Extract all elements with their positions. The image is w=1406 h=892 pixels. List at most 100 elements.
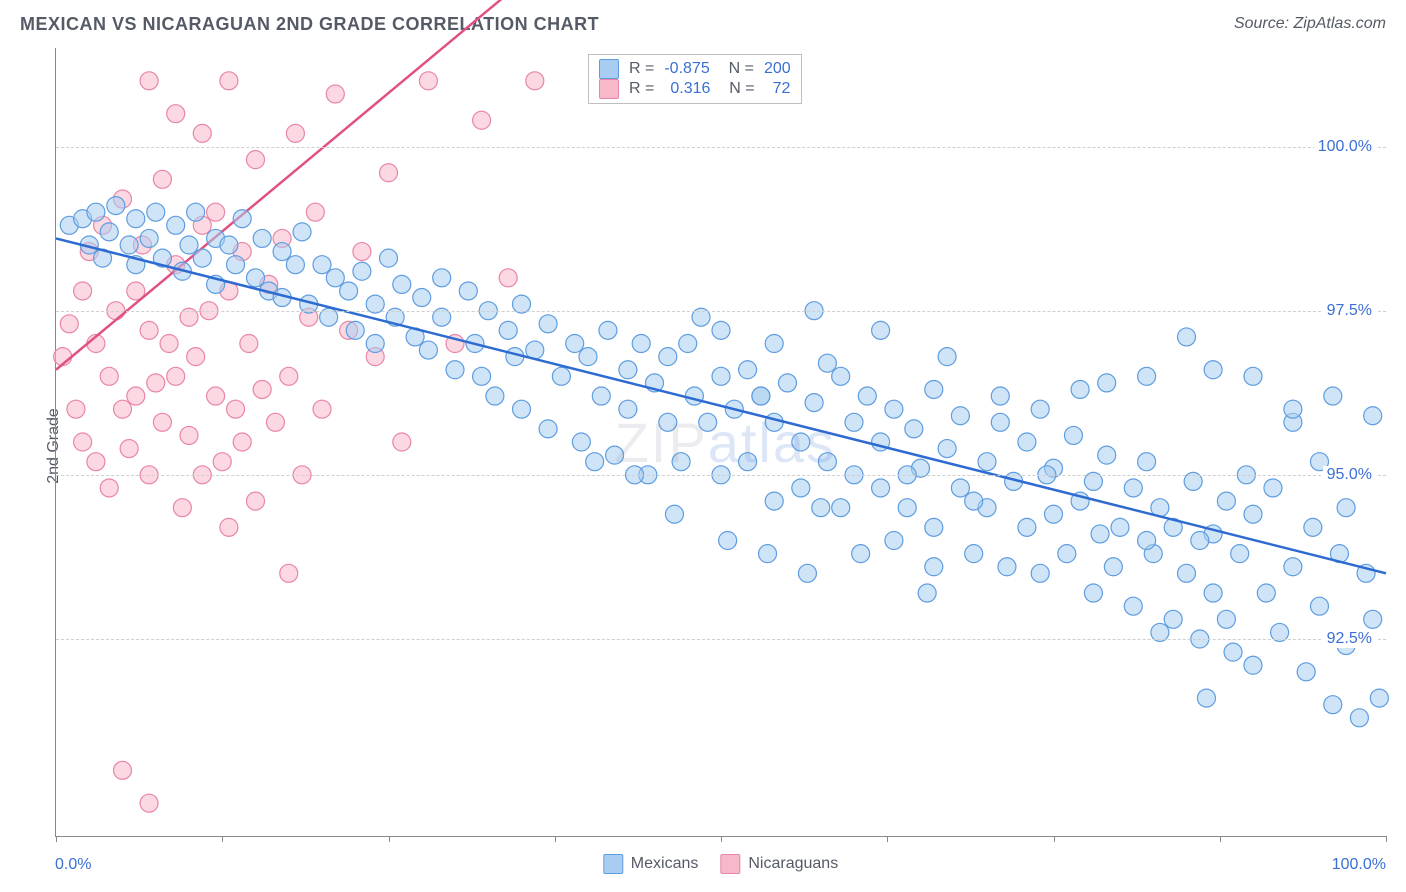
mexicans-point <box>798 564 816 582</box>
legend-label-mexicans: Mexicans <box>631 855 699 873</box>
mexicans-point <box>765 492 783 510</box>
stats-n-label: N = <box>720 60 754 78</box>
nicaraguans-point <box>247 492 265 510</box>
mexicans-point <box>1138 453 1156 471</box>
scatter-svg <box>56 48 1386 836</box>
mexicans-point <box>1138 367 1156 385</box>
legend-nicaraguans: Nicaraguans <box>720 854 838 874</box>
mexicans-point <box>858 387 876 405</box>
nicaraguans-point <box>207 203 225 221</box>
nicaraguans-point <box>140 794 158 812</box>
stats-n-label-2: N = <box>720 80 754 98</box>
nicaraguans-point <box>306 203 324 221</box>
nicaraguans-point <box>173 499 191 517</box>
mexicans-point <box>273 243 291 261</box>
chart-source: Source: ZipAtlas.com <box>1234 15 1386 33</box>
mexicans-point <box>107 197 125 215</box>
nicaraguans-point <box>499 269 517 287</box>
mexicans-point <box>326 269 344 287</box>
mexicans-point <box>1370 689 1388 707</box>
mexicans-point <box>499 321 517 339</box>
mexicans-point <box>1311 597 1329 615</box>
nicaraguans-point <box>313 400 331 418</box>
nicaraguans-point <box>240 335 258 353</box>
mexicans-point <box>552 367 570 385</box>
chart-title: MEXICAN VS NICARAGUAN 2ND GRADE CORRELAT… <box>20 14 599 35</box>
mexicans-point <box>1018 433 1036 451</box>
mexicans-point <box>1324 696 1342 714</box>
mexicans-point <box>1064 426 1082 444</box>
mexicans-point <box>180 236 198 254</box>
stats-row-mexicans: R = -0.875 N = 200 <box>599 59 791 79</box>
mexicans-point <box>313 256 331 274</box>
x-tick <box>56 836 57 842</box>
plot-container: ZIPatlas R = -0.875 N = 200 R = 0.316 N … <box>55 48 1386 837</box>
nicaraguans-point <box>100 367 118 385</box>
mexicans-point <box>193 249 211 267</box>
mexicans-point <box>1031 564 1049 582</box>
mexicans-point <box>140 229 158 247</box>
nicaraguans-point <box>120 440 138 458</box>
stats-swatch-mexicans <box>599 59 619 79</box>
mexicans-point <box>699 413 717 431</box>
mexicans-point <box>998 558 1016 576</box>
stats-r-label: R = <box>629 60 654 78</box>
mexicans-point <box>592 387 610 405</box>
x-tick <box>1054 836 1055 842</box>
nicaraguans-point <box>280 367 298 385</box>
stats-n-nicaraguans: 72 <box>765 80 791 98</box>
mexicans-point <box>852 545 870 563</box>
nicaraguans-point <box>286 124 304 142</box>
mexicans-point <box>672 453 690 471</box>
nicaraguans-point <box>147 374 165 392</box>
nicaraguans-point <box>60 315 78 333</box>
mexicans-point <box>619 400 637 418</box>
mexicans-point <box>1284 558 1302 576</box>
x-tick <box>555 836 556 842</box>
nicaraguans-point <box>220 72 238 90</box>
mexicans-point <box>965 492 983 510</box>
gridline <box>56 147 1386 148</box>
y-tick-label: 95.0% <box>1323 466 1376 484</box>
mexicans-point <box>120 236 138 254</box>
mexicans-point <box>486 387 504 405</box>
mexicans-point <box>965 545 983 563</box>
mexicans-point <box>818 354 836 372</box>
gridline <box>56 311 1386 312</box>
stats-r-nicaraguans: 0.316 <box>664 80 710 98</box>
mexicans-point <box>991 413 1009 431</box>
mexicans-point <box>765 335 783 353</box>
mexicans-point <box>1350 709 1368 727</box>
nicaraguans-point <box>153 170 171 188</box>
mexicans-point <box>539 315 557 333</box>
mexicans-point <box>473 367 491 385</box>
mexicans-point <box>566 335 584 353</box>
mexicans-point <box>1178 564 1196 582</box>
nicaraguans-point <box>280 564 298 582</box>
mexicans-point <box>812 499 830 517</box>
mexicans-trendline <box>56 238 1386 573</box>
nicaraguans-point <box>74 282 92 300</box>
mexicans-point <box>1124 479 1142 497</box>
nicaraguans-point <box>167 367 185 385</box>
nicaraguans-point <box>193 124 211 142</box>
nicaraguans-point <box>220 518 238 536</box>
nicaraguans-point <box>180 426 198 444</box>
stats-row-nicaraguans: R = 0.316 N = 72 <box>599 79 791 99</box>
mexicans-point <box>739 361 757 379</box>
mexicans-point <box>739 453 757 471</box>
nicaraguans-point <box>140 321 158 339</box>
mexicans-point <box>459 282 477 300</box>
mexicans-point <box>1058 545 1076 563</box>
nicaraguans-point <box>526 72 544 90</box>
mexicans-point <box>872 479 890 497</box>
mexicans-point <box>187 203 205 221</box>
stats-r-label-2: R = <box>629 80 654 98</box>
mexicans-point <box>898 499 916 517</box>
mexicans-point <box>632 335 650 353</box>
mexicans-point <box>765 413 783 431</box>
mexicans-point <box>393 275 411 293</box>
mexicans-point <box>712 321 730 339</box>
mexicans-point <box>366 335 384 353</box>
nicaraguans-point <box>326 85 344 103</box>
